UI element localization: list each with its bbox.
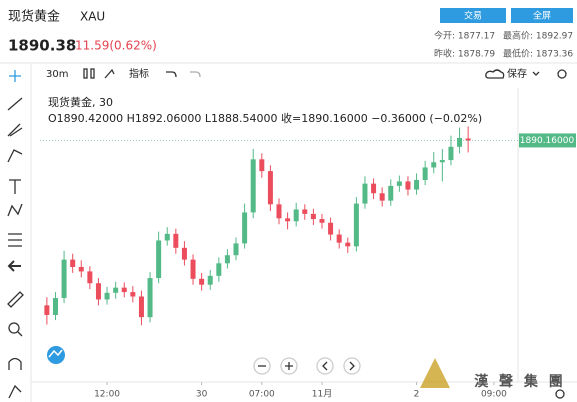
candle-body xyxy=(267,171,273,205)
candle-body xyxy=(371,183,377,194)
x-tick-label: 30 xyxy=(196,390,208,400)
stat: 最高价: 1892.97 xyxy=(503,30,573,42)
candle-body xyxy=(328,222,334,235)
candle-body xyxy=(104,292,110,300)
stat: 昨收: 1878.79 xyxy=(434,48,495,60)
candle-body xyxy=(302,209,308,214)
candle-body xyxy=(276,204,282,219)
candle-body xyxy=(336,234,342,243)
interval[interactable]: 30m xyxy=(46,69,68,80)
candle-body xyxy=(439,160,445,163)
save[interactable]: 保存 xyxy=(507,67,527,80)
candle-body xyxy=(78,267,84,272)
save-menu[interactable] xyxy=(532,71,540,76)
candle-body xyxy=(431,162,437,168)
candle-body xyxy=(61,259,67,298)
candle-body xyxy=(379,193,385,201)
legend-title: 现货黄金, 30 xyxy=(48,95,113,109)
candle-body xyxy=(353,203,359,247)
candle-body xyxy=(465,138,471,141)
candle-body xyxy=(190,259,196,279)
trade-button-label[interactable]: 交易 xyxy=(464,10,482,22)
x-tick-label: 09:00 xyxy=(481,390,507,400)
x-tick-label: 07:00 xyxy=(249,390,275,400)
indicators[interactable]: 指标 xyxy=(129,67,149,80)
candle-body xyxy=(250,159,256,213)
fullscreen-button[interactable] xyxy=(511,8,573,23)
axis-settings[interactable] xyxy=(555,389,565,399)
symbol: XAU xyxy=(80,10,105,24)
candle-body xyxy=(345,242,351,247)
title: 现货黄金 xyxy=(8,9,60,25)
candle-body xyxy=(362,183,368,204)
price: 1890.38 xyxy=(8,37,76,55)
candle-body xyxy=(164,233,170,241)
x-tick-label: 12:00 xyxy=(94,390,120,400)
last-price-label: 1890.16000 xyxy=(520,136,575,146)
candle-body xyxy=(405,181,411,190)
candle-body xyxy=(121,287,127,293)
candle-body xyxy=(130,292,136,297)
redo-icon xyxy=(190,71,201,78)
cloud-icon[interactable] xyxy=(485,69,505,79)
candle-body xyxy=(396,181,402,186)
stat: 今开: 1877.17 xyxy=(434,30,495,42)
candle-body xyxy=(95,283,101,300)
candle-body xyxy=(457,137,463,147)
trade-button[interactable] xyxy=(440,8,506,23)
watermark-logo xyxy=(420,358,450,388)
candle-body xyxy=(181,247,187,260)
stat: 最低价: 1873.36 xyxy=(503,48,573,60)
candle-body xyxy=(224,255,230,264)
indicator-icon[interactable] xyxy=(104,68,115,79)
last-price-box xyxy=(519,133,576,148)
candle-body xyxy=(52,297,58,315)
candle-body xyxy=(242,212,248,244)
candle-body xyxy=(207,275,213,285)
candle-body xyxy=(70,259,76,267)
candle-body xyxy=(388,185,394,201)
candle-body xyxy=(156,240,162,279)
candle-body xyxy=(113,287,119,293)
candle-body xyxy=(216,263,222,276)
candle-body xyxy=(414,179,420,190)
legend-values: O1890.42000 H1892.06000 L1888.54000 收=18… xyxy=(48,111,482,125)
zoom-controls[interactable] xyxy=(253,357,361,375)
fullscreen-button-label[interactable]: 全屏 xyxy=(533,10,551,22)
x-tick-label: 11月 xyxy=(312,389,332,400)
settings-icon[interactable] xyxy=(557,69,567,79)
candle-body xyxy=(87,271,93,284)
undo-icon[interactable] xyxy=(166,71,177,78)
candle-body xyxy=(138,296,144,318)
candle-body xyxy=(44,305,50,315)
watermark: 漢 聲 集 團 xyxy=(474,373,566,390)
change: 11.59(0.62%) xyxy=(75,39,157,53)
candle-body xyxy=(199,278,205,285)
logo xyxy=(47,346,65,364)
candle-icon[interactable] xyxy=(83,68,95,79)
candle-body xyxy=(285,218,291,222)
candle-body xyxy=(319,219,325,223)
sidebar-tools[interactable] xyxy=(7,70,24,399)
candle-body xyxy=(293,209,299,222)
x-tick-label: 2 xyxy=(414,390,420,400)
candle-body xyxy=(259,159,265,172)
candle-body xyxy=(448,146,454,161)
candle-body xyxy=(147,278,153,318)
candle-body xyxy=(422,167,428,180)
candle-body xyxy=(310,213,316,220)
candle-body xyxy=(173,233,179,248)
candle-body xyxy=(233,243,239,256)
